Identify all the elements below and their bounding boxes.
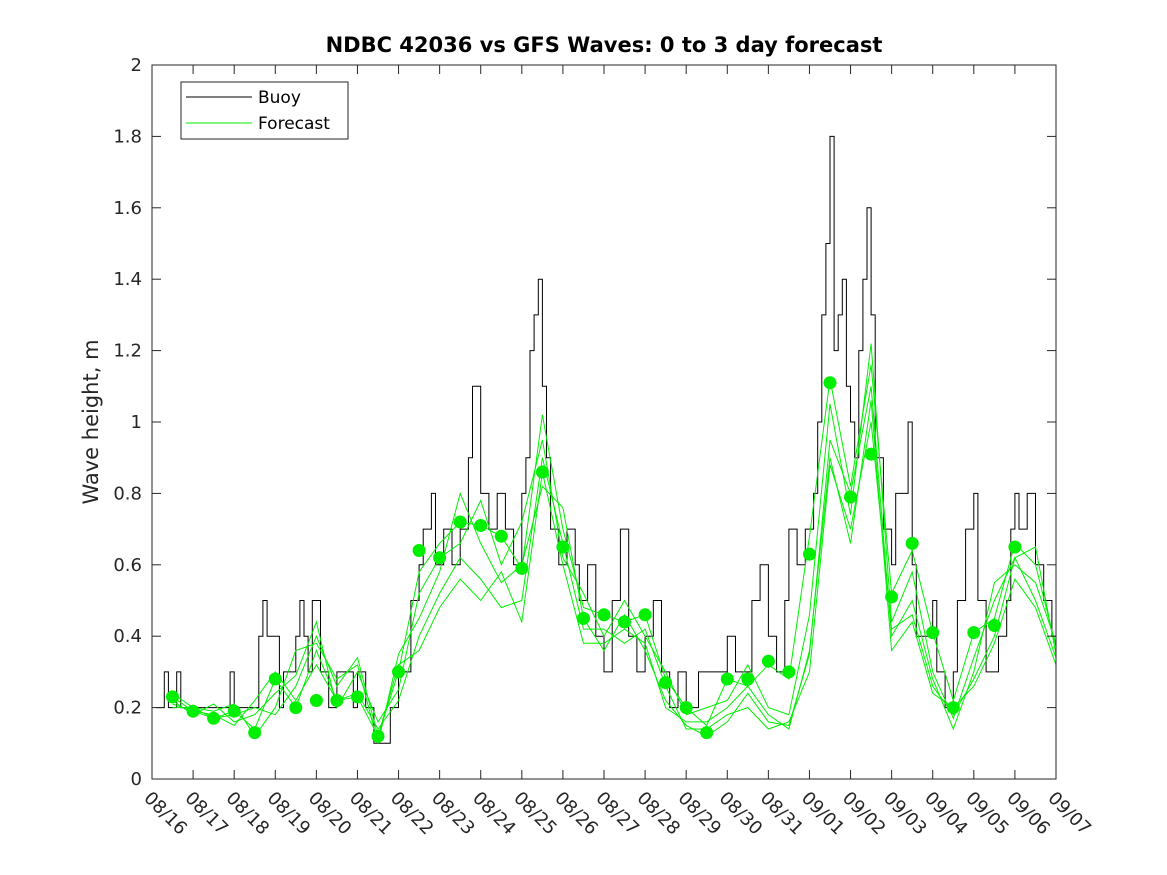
analysis-point [330, 694, 344, 707]
analysis-point [885, 590, 899, 604]
legend-label-buoy: Buoy [258, 88, 301, 108]
analysis-point [474, 519, 488, 532]
y-tick-label: 1.8 [113, 126, 142, 147]
analysis-point [741, 672, 755, 686]
analysis-point [309, 694, 323, 707]
y-tick-label: 1.4 [113, 269, 142, 290]
analysis-point [248, 726, 262, 740]
analysis-point [371, 729, 385, 743]
analysis-point [844, 490, 857, 504]
analysis-point [864, 447, 878, 461]
y-tick-label: 0.2 [113, 698, 142, 719]
y-tick-label: 0.4 [113, 626, 142, 647]
analysis-point [515, 561, 529, 575]
analysis-point [987, 619, 1001, 632]
y-tick-label: 1.2 [113, 341, 142, 362]
legend-label-forecast: Forecast [258, 114, 330, 134]
y-axis-label: Wave height, m [79, 339, 103, 504]
analysis-point [638, 608, 652, 622]
y-tick-label: 1.6 [113, 198, 142, 219]
chart-title: NDBC 42036 vs GFS Waves: 0 to 3 day fore… [326, 33, 883, 57]
analysis-point [494, 529, 508, 543]
analysis-point [782, 665, 796, 679]
forecast-line-5 [172, 400, 1057, 739]
analysis-point [803, 547, 816, 561]
analysis-point [577, 611, 590, 625]
analysis-point [946, 701, 960, 715]
analysis-point [823, 376, 837, 390]
analysis-point [905, 536, 919, 550]
analysis-point [453, 515, 467, 529]
analysis-point [207, 711, 221, 725]
analysis-point [535, 465, 549, 479]
analysis-point [761, 654, 775, 668]
analysis-point [166, 690, 179, 704]
analysis-point [268, 672, 282, 686]
analysis-point [659, 676, 673, 690]
legend-box [180, 81, 349, 140]
analysis-point [700, 726, 714, 740]
analysis-point [392, 665, 405, 679]
y-tick-label: 0.8 [113, 483, 142, 504]
analysis-point [618, 615, 631, 629]
analysis-point [967, 626, 981, 640]
y-tick-label: 0 [131, 769, 142, 790]
y-tick-label: 0.6 [113, 555, 142, 576]
forecast-line-2 [172, 343, 1057, 723]
analysis-points [166, 376, 1022, 743]
y-tick-label: 1 [131, 412, 142, 433]
analysis-point [926, 626, 940, 640]
analysis-point [351, 690, 364, 704]
analysis-point [1008, 540, 1022, 554]
analysis-point [556, 540, 570, 554]
analysis-point [412, 544, 426, 557]
analysis-point [679, 701, 693, 715]
analysis-point [186, 704, 200, 718]
analysis-point [289, 701, 303, 715]
analysis-point [227, 704, 241, 718]
forecast-line-3 [172, 386, 1057, 744]
analysis-point [720, 672, 734, 686]
legend: Buoy Forecast [180, 81, 349, 140]
y-tick-label: 2 [131, 55, 142, 76]
analysis-point [433, 551, 447, 565]
forecast-series [172, 343, 1057, 744]
analysis-point [597, 608, 611, 622]
